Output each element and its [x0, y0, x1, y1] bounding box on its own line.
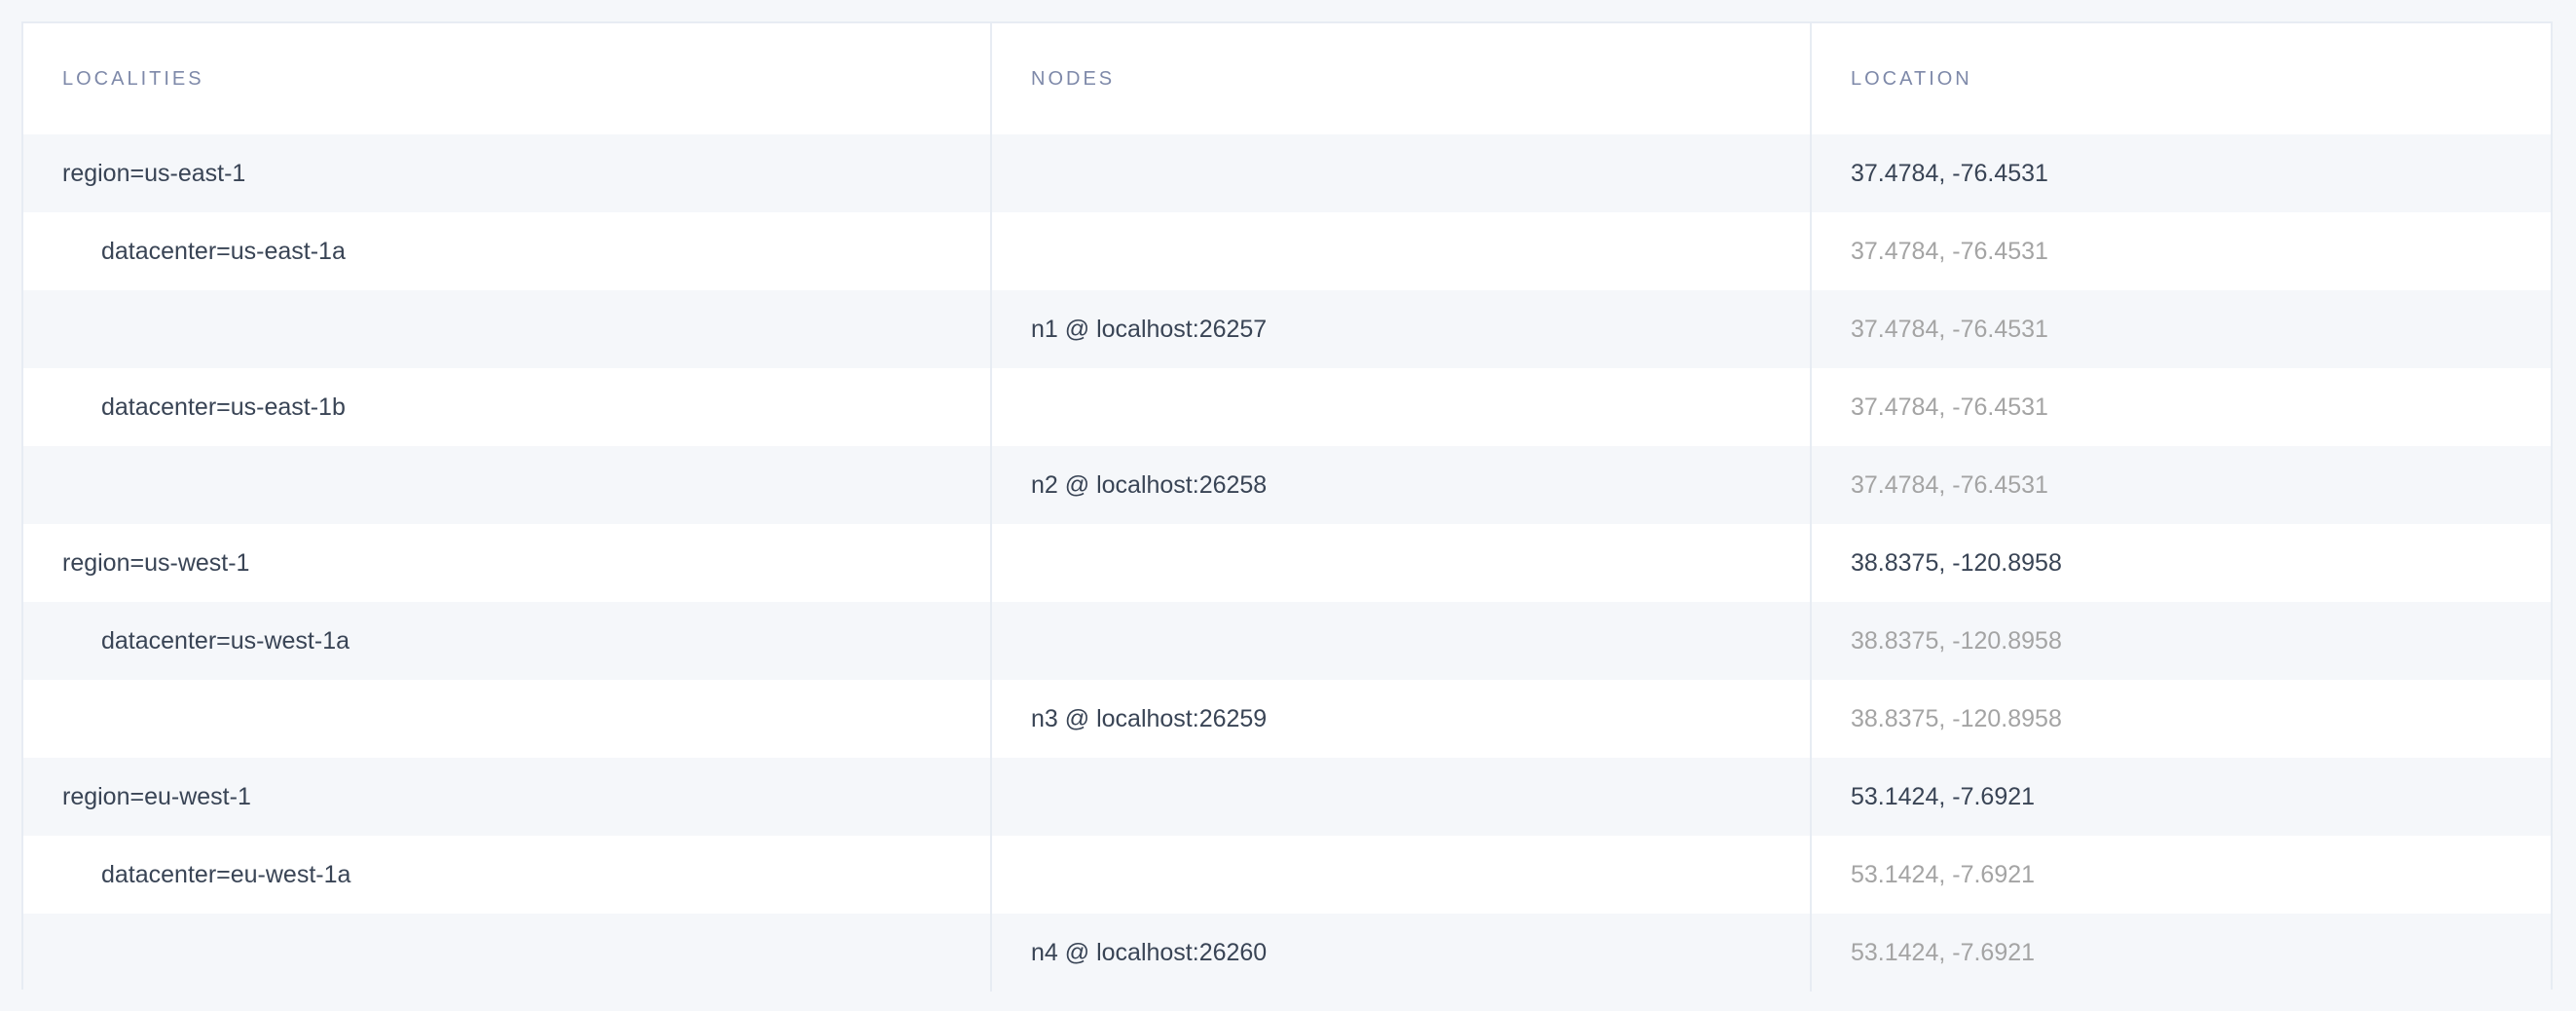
- node-cell: n1 @ localhost:26257: [992, 290, 1812, 368]
- node-cell: [992, 212, 1812, 290]
- node-cell: n3 @ localhost:26259: [992, 680, 1812, 758]
- locality-cell: region=us-west-1: [23, 524, 992, 602]
- node-cell: [992, 368, 1812, 446]
- location-cell: 37.4784, -76.4531: [1851, 470, 2048, 499]
- location-cell: 37.4784, -76.4531: [1851, 237, 2048, 265]
- locality-cell: region=us-east-1: [23, 134, 992, 212]
- locality-cell: [23, 446, 992, 524]
- node-cell: [992, 134, 1812, 212]
- location-cell: 38.8375, -120.8958: [1851, 626, 2062, 655]
- location-cell: 38.8375, -120.8958: [1851, 548, 2062, 577]
- node-cell: [992, 836, 1812, 914]
- table-row: region=eu-west-1 53.1424, -7.6921: [23, 758, 2551, 836]
- node-cell: n2 @ localhost:26258: [992, 446, 1812, 524]
- table-row: region=us-west-1 38.8375, -120.8958: [23, 524, 2551, 602]
- node-cell: [992, 524, 1812, 602]
- table-row: n1 @ localhost:26257 37.4784, -76.4531: [23, 290, 2551, 368]
- location-cell: 37.4784, -76.4531: [1851, 393, 2048, 421]
- table-row: datacenter=eu-west-1a 53.1424, -7.6921: [23, 836, 2551, 914]
- table-row: datacenter=us-east-1a 37.4784, -76.4531: [23, 212, 2551, 290]
- locality-cell: datacenter=us-east-1b: [23, 368, 992, 446]
- locality-cell: datacenter=us-west-1a: [23, 602, 992, 680]
- location-cell: 37.4784, -76.4531: [1851, 315, 2048, 343]
- location-cell: 53.1424, -7.6921: [1851, 782, 2036, 810]
- table-header: LOCALITIES NODES LOCATION: [23, 23, 2551, 134]
- table-row: datacenter=us-east-1b 37.4784, -76.4531: [23, 368, 2551, 446]
- locality-cell: [23, 290, 992, 368]
- table-row: n3 @ localhost:26259 38.8375, -120.8958: [23, 680, 2551, 758]
- column-header-location: LOCATION: [1851, 67, 1972, 90]
- location-cell: 38.8375, -120.8958: [1851, 704, 2062, 732]
- localities-table: LOCALITIES NODES LOCATION region=us-east…: [21, 21, 2553, 992]
- location-cell: 53.1424, -7.6921: [1851, 860, 2036, 888]
- column-header-localities: LOCALITIES: [23, 23, 992, 134]
- locality-cell: region=eu-west-1: [23, 758, 992, 836]
- table-row: n4 @ localhost:26260 53.1424, -7.6921: [23, 914, 2551, 992]
- locality-cell: datacenter=us-east-1a: [23, 212, 992, 290]
- column-header-nodes: NODES: [992, 23, 1812, 134]
- table-row: n2 @ localhost:26258 37.4784, -76.4531: [23, 446, 2551, 524]
- node-cell: [992, 758, 1812, 836]
- locality-cell: [23, 680, 992, 758]
- locality-cell: [23, 914, 992, 992]
- locality-cell: datacenter=eu-west-1a: [23, 836, 992, 914]
- table-row: datacenter=us-west-1a 38.8375, -120.8958: [23, 602, 2551, 680]
- table-row: region=us-east-1 37.4784, -76.4531: [23, 134, 2551, 212]
- location-cell: 53.1424, -7.6921: [1851, 938, 2036, 966]
- node-cell: n4 @ localhost:26260: [992, 914, 1812, 992]
- location-cell: 37.4784, -76.4531: [1851, 159, 2048, 187]
- node-cell: [992, 602, 1812, 680]
